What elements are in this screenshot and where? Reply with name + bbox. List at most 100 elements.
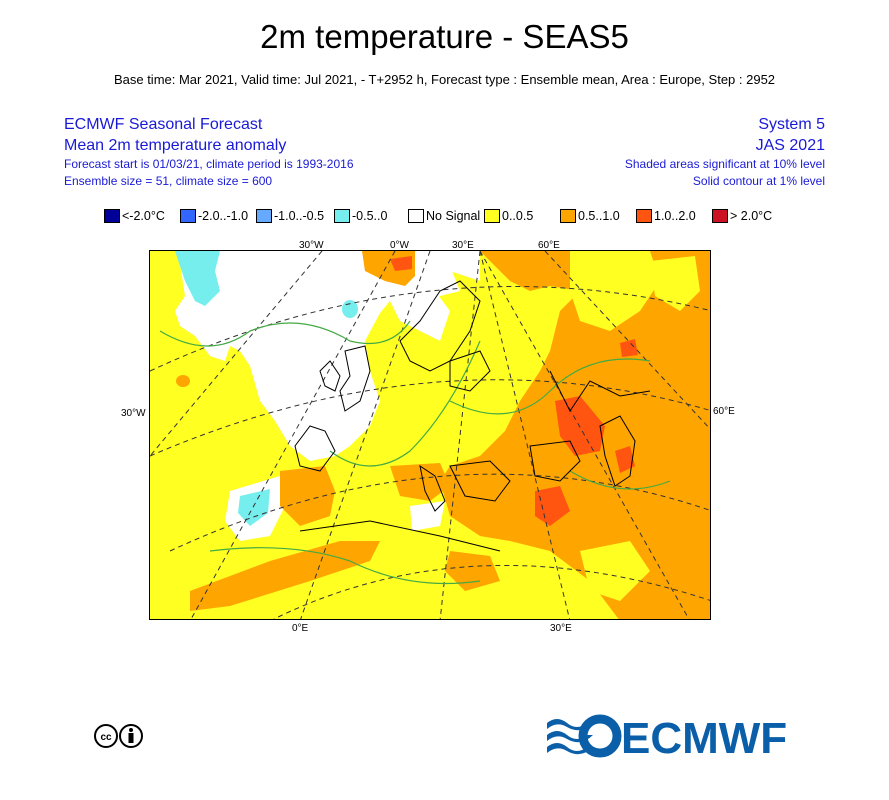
legend-label: -2.0..-1.0 (198, 209, 249, 223)
region-orange-libya (445, 551, 500, 591)
region-yellow-urals (570, 251, 660, 331)
meridian-line (544, 251, 710, 430)
significance-contours (159, 320, 671, 585)
forecast-start-label: Forecast start is 01/03/21, climate peri… (64, 157, 354, 171)
legend-label: <-2.0°C (122, 209, 165, 223)
graticule (150, 251, 710, 619)
legend-swatch (712, 209, 728, 223)
lon-label-60e-top: 60°E (538, 240, 560, 251)
ecmwf-logo: ECMWF (545, 713, 795, 763)
forecast-system-label: ECMWF Seasonal Forecast (64, 116, 263, 133)
legend-swatch (104, 209, 120, 223)
parallel-line (150, 379, 710, 457)
parallel-line (150, 286, 710, 372)
legend-label: No Signal (426, 209, 481, 223)
region-cyan-greenland (175, 251, 220, 306)
region-red-volga (620, 339, 638, 357)
coastline-italy (419, 464, 446, 512)
lon-label-30w-left: 30°W (121, 408, 146, 419)
header-left: ECMWF Seasonal Forecast Mean 2m temperat… (64, 114, 354, 190)
legend-item: -0.5..0 (334, 208, 387, 224)
page-title: 2m temperature - SEAS5 (260, 18, 629, 55)
legend-swatch (256, 209, 272, 223)
significance-contour (329, 340, 481, 467)
map-canvas (150, 251, 710, 619)
region-orange-alps (390, 463, 450, 501)
coastline-iberia-north (294, 425, 336, 472)
lon-label-0e-bottom: 0°E (292, 623, 309, 634)
significance-contour (449, 358, 651, 415)
region-red-norwegian-sea (390, 256, 412, 271)
legend-label: -0.5..0 (352, 209, 388, 223)
coastline-inland (549, 370, 651, 412)
coastline-baltic (449, 350, 491, 392)
coastline-black-sea (529, 440, 581, 482)
legend-swatch (334, 209, 350, 223)
legend-swatch (408, 209, 424, 223)
coastline-caspian (599, 415, 636, 487)
anomaly-map (149, 250, 711, 620)
legend-swatch (636, 209, 652, 223)
legend-item: 0.5..1.0 (560, 208, 620, 224)
lon-label-60e-right: 60°E (713, 406, 735, 417)
lon-label-0w-top: 0°W (390, 240, 409, 251)
region-no-signal-north (415, 266, 460, 311)
coastlines (294, 280, 651, 552)
page-subtitle: Base time: Mar 2021, Valid time: Jul 202… (113, 72, 776, 87)
legend-item: -1.0..-0.5 (256, 208, 324, 224)
parallel-line (273, 564, 710, 619)
legend-swatch (484, 209, 500, 223)
parameter-label: Mean 2m temperature anomaly (64, 137, 287, 154)
logo-text: ECMWF (621, 714, 787, 759)
region-cyan-azores (238, 489, 270, 526)
legend-item: No Signal (408, 208, 480, 224)
significance-1-label: Solid contour at 1% level (692, 174, 825, 188)
lon-label-30e-bottom: 30°E (550, 623, 572, 634)
parallel-line (169, 473, 710, 552)
coastline-north-africa (299, 520, 501, 552)
coastline-britain (339, 345, 371, 412)
legend-swatch (180, 209, 196, 223)
coastline-ireland (319, 360, 341, 392)
significance-contour (209, 547, 481, 585)
legend-label: > 2.0°C (730, 209, 773, 223)
logo-ring (578, 714, 622, 758)
ensemble-size-label: Ensemble size = 51, climate size = 600 (64, 174, 273, 188)
logo-wave (547, 743, 593, 755)
legend-label: 1.0..2.0 (654, 209, 696, 223)
coastline-scandinavia (399, 280, 481, 372)
significance-contour (159, 320, 411, 347)
region-no-signal-atlantic (175, 251, 480, 461)
coastline-balkans (449, 460, 511, 502)
meridian-line (300, 251, 431, 619)
legend-item: 0..0.5 (484, 208, 533, 224)
meridian-line (439, 251, 481, 619)
region-orange-atlantic-spot (176, 375, 190, 387)
meridian-line (190, 251, 396, 619)
region-red-caspian (615, 446, 635, 473)
region-orange-sahara (190, 541, 380, 611)
legend-item: <-2.0°C (104, 208, 165, 224)
region-no-signal-med (410, 501, 445, 531)
lon-label-30e-top: 30°E (452, 240, 474, 251)
system-version-label: System 5 (758, 116, 825, 133)
legend-label: -1.0..-0.5 (274, 209, 325, 223)
svg-text:cc: cc (100, 732, 112, 743)
legend-label: 0.5..1.0 (578, 209, 620, 223)
creative-commons-by-icon: cc (94, 723, 144, 754)
lon-label-30w-top: 30°W (299, 240, 324, 251)
region-yellow-siberia (650, 256, 700, 311)
meridian-line (479, 251, 571, 619)
significance-contour (569, 470, 671, 490)
significance-10-label: Shaded areas significant at 10% level (624, 157, 825, 171)
legend-item: 1.0..2.0 (636, 208, 696, 224)
season-label: JAS 2021 (755, 137, 825, 154)
header-right: System 5 JAS 2021 Shaded areas significa… (625, 114, 825, 190)
legend-item: > 2.0°C (712, 208, 772, 224)
meridian-line (479, 251, 690, 619)
region-orange-iberia (280, 466, 335, 526)
region-red-turkey (535, 486, 570, 526)
legend-item: -2.0..-1.0 (180, 208, 248, 224)
legend-label: 0..0.5 (502, 209, 534, 223)
region-yellow-arabia (580, 541, 650, 601)
